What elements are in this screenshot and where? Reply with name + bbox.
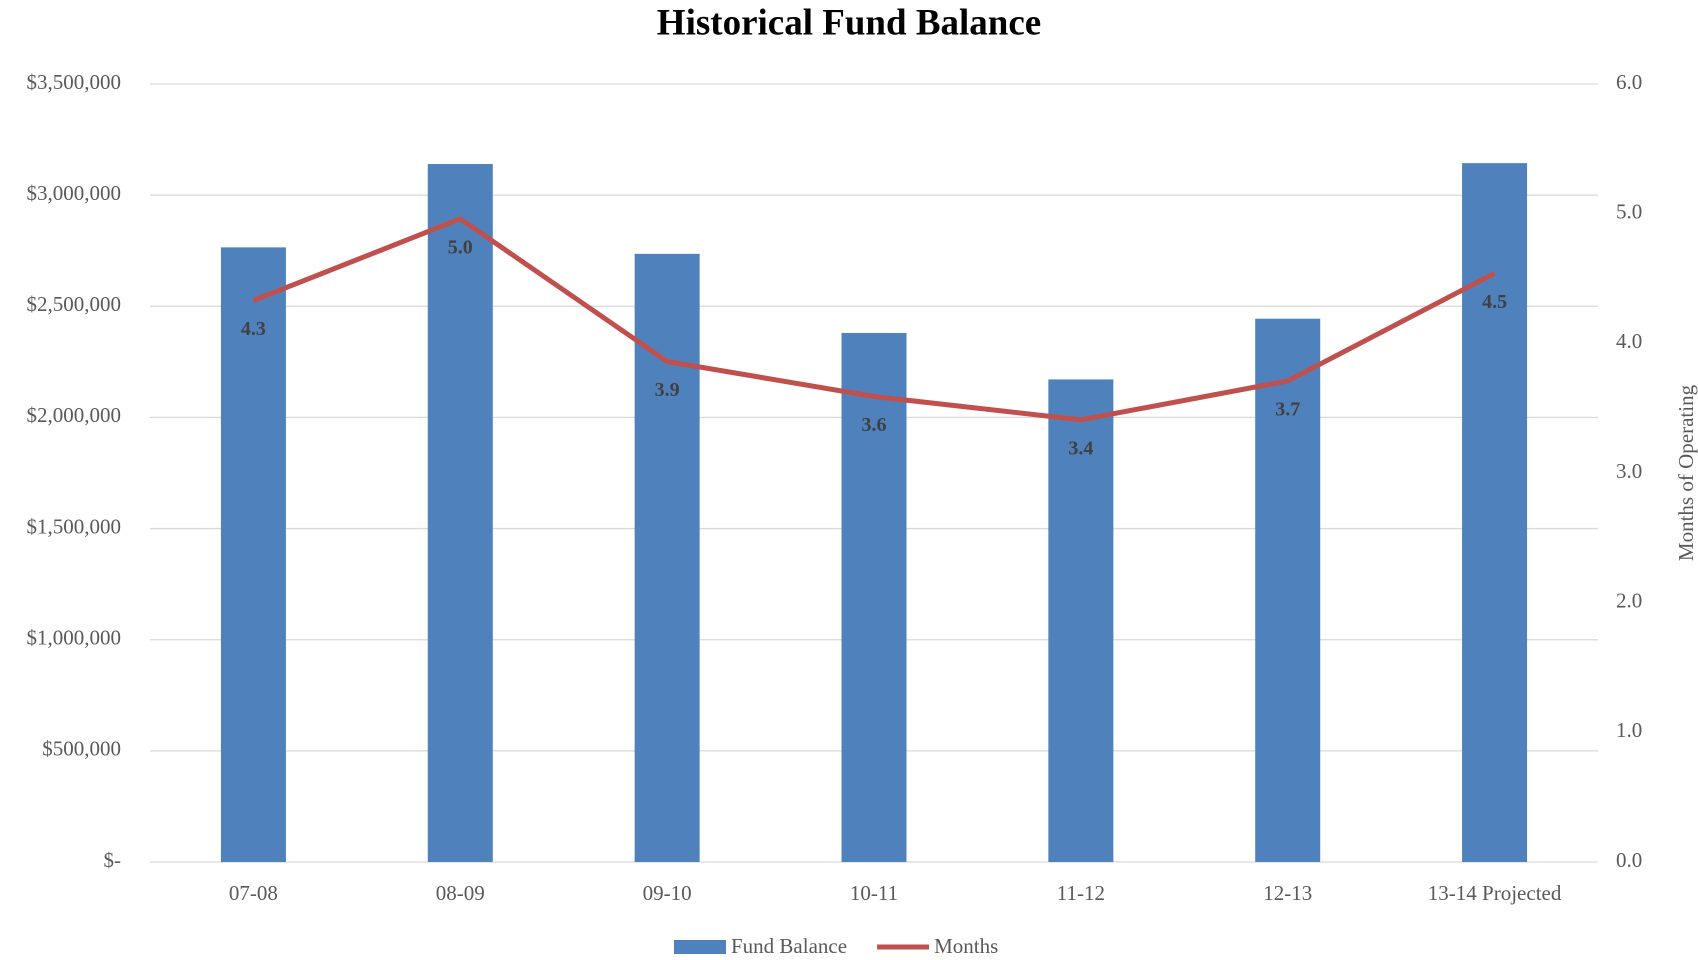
line — [252, 216, 1496, 423]
y-tick-label: $1,500,000 — [27, 514, 122, 538]
y2-tick-label: 3.0 — [1616, 459, 1642, 483]
x-tick-label: 11-12 — [1057, 881, 1105, 905]
x-tick-label: 13-14 Projected — [1428, 881, 1562, 905]
legend-swatch — [674, 940, 726, 954]
y2-tick-label: 4.0 — [1616, 329, 1642, 353]
y2-axis-title: Months of Operating — [1674, 384, 1698, 561]
bar — [634, 253, 700, 862]
y-tick-label: $3,500,000 — [27, 70, 122, 94]
x-tick-label: 09-10 — [643, 881, 692, 905]
y-tick-label: $1,000,000 — [27, 626, 122, 650]
bar — [1255, 318, 1321, 862]
y-tick-label: $3,000,000 — [27, 181, 122, 205]
y-tick-label: $2,000,000 — [27, 403, 122, 427]
bar — [1048, 379, 1114, 862]
data-label: 3.4 — [1068, 437, 1093, 459]
data-label: 3.7 — [1275, 399, 1300, 421]
bar — [841, 332, 907, 863]
x-tick-label: 10-11 — [850, 881, 898, 905]
data-label: 4.5 — [1482, 291, 1507, 313]
legend-label: Months — [934, 934, 998, 958]
bar — [427, 164, 493, 863]
y2-tick-label: 1.0 — [1616, 718, 1642, 742]
data-label: 3.6 — [862, 414, 887, 436]
x-tick-label: 07-08 — [229, 881, 278, 905]
x-tick-label: 12-13 — [1263, 881, 1312, 905]
legend-label: Fund Balance — [731, 934, 847, 958]
bar — [220, 247, 286, 862]
y2-tick-label: 6.0 — [1616, 70, 1642, 94]
data-label: 5.0 — [448, 236, 473, 258]
y2-tick-label: 0.0 — [1616, 848, 1642, 872]
x-tick-label: 08-09 — [436, 881, 485, 905]
data-label: 3.9 — [655, 379, 680, 401]
data-label: 4.3 — [241, 318, 266, 340]
bar — [1462, 163, 1528, 862]
chart-title: Historical Fund Balance — [657, 2, 1041, 43]
y-tick-label: $500,000 — [42, 737, 121, 761]
y-tick-label: $- — [104, 848, 122, 872]
y-tick-label: $2,500,000 — [27, 292, 122, 316]
y2-tick-label: 5.0 — [1616, 199, 1642, 223]
y2-tick-label: 2.0 — [1616, 588, 1642, 612]
